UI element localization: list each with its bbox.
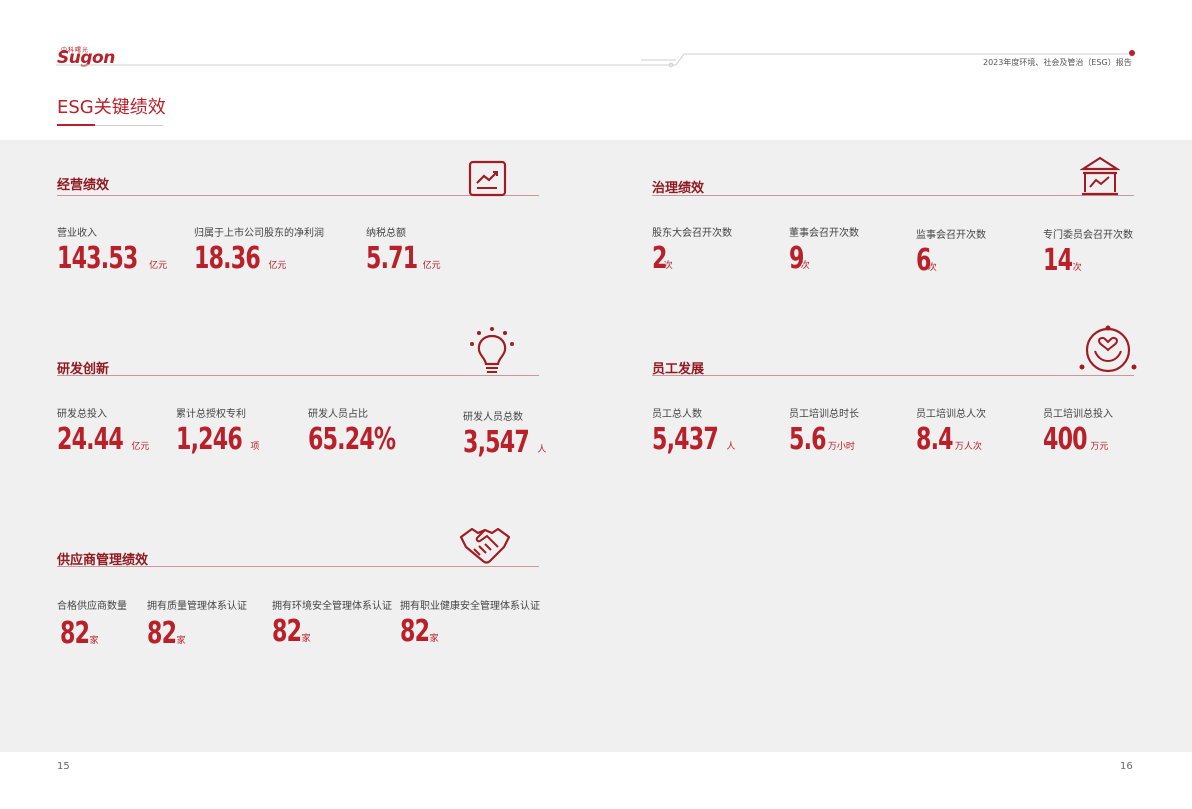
metric-label: 股东大会召开次数	[652, 228, 732, 239]
metric-label: 合格供应商数量	[57, 601, 127, 612]
page-number-right: 16	[1120, 761, 1133, 772]
metric-value: 3,547 人	[463, 425, 547, 460]
metric-environment-certified: 拥有环境安全管理体系认证 82家	[272, 597, 392, 649]
metric-shareholder-meetings: 股东大会召开次数 2次	[652, 224, 732, 276]
trend-chart-icon	[468, 160, 508, 198]
page-title: ESG关键绩效	[57, 97, 166, 118]
metric-label: 员工培训总人次	[916, 409, 986, 420]
metric-total-employees: 员工总人数 5,437 人	[652, 405, 735, 457]
metric-revenue: 营业收入 143.53 亿元	[57, 224, 167, 276]
metric-value: 65.24%	[308, 422, 396, 457]
metric-value: 24.44 亿元	[57, 422, 150, 457]
title-underline	[57, 124, 95, 126]
metric-value: 1,246 项	[176, 422, 260, 457]
metric-value: 5,437 人	[652, 422, 736, 457]
metric-value: 82家	[272, 614, 311, 649]
metric-label: 员工培训总时长	[789, 409, 859, 420]
metric-label: 研发人员总数	[463, 412, 523, 423]
metric-rd-investment: 研发总投入 24.44 亿元	[57, 405, 149, 457]
metric-label: 纳税总额	[366, 228, 406, 239]
metric-value: 14次	[1043, 243, 1082, 278]
metric-value: 5.6 万小时	[789, 422, 855, 457]
metric-label: 营业收入	[57, 228, 97, 239]
logo-subtitle: 中科曙光	[61, 47, 90, 54]
page-number-left: 15	[57, 761, 70, 772]
metric-label: 研发总投入	[57, 409, 107, 420]
metric-value: 82家	[400, 614, 439, 649]
header-rule	[56, 50, 1135, 68]
metric-net-profit: 归属于上市公司股东的净利润 18.36 亿元	[194, 224, 324, 276]
metric-label: 专门委员会召开次数	[1043, 230, 1133, 241]
section-divider	[652, 375, 1134, 376]
title-underline-gray	[95, 124, 163, 126]
metric-value: 82家	[147, 616, 186, 651]
content-panel	[0, 140, 1192, 752]
metric-label: 员工总人数	[652, 409, 702, 420]
metric-training-participants: 员工培训总人次 8.4 万人次	[916, 405, 986, 457]
metric-rd-ratio: 研发人员占比 65.24%	[308, 405, 408, 457]
metric-board-meetings: 董事会召开次数 9次	[789, 224, 859, 276]
metric-label: 拥有职业健康安全管理体系认证	[400, 601, 540, 612]
metric-label: 累计总授权专利	[176, 409, 246, 420]
metric-training-hours: 员工培训总时长 5.6 万小时	[789, 405, 859, 457]
metric-label: 监事会召开次数	[916, 230, 986, 241]
report-title: 2023年度环境、社会及管治（ESG）报告	[983, 58, 1132, 67]
metric-value: 400 万元	[1043, 422, 1109, 457]
section-title-operations: 经营绩效	[57, 178, 110, 193]
section-title-supply: 供应商管理绩效	[57, 553, 149, 568]
section-divider	[57, 375, 539, 376]
metric-quality-certified: 拥有质量管理体系认证 82家	[147, 597, 247, 651]
section-title-governance: 治理绩效	[652, 181, 705, 196]
metric-health-safety-certified: 拥有职业健康安全管理体系认证 82家	[400, 597, 540, 649]
metric-qualified-suppliers: 合格供应商数量 82家	[57, 597, 127, 651]
metric-committee-meetings: 专门委员会召开次数 14次	[1043, 226, 1133, 278]
metric-label: 研发人员占比	[308, 409, 368, 420]
section-title-innovation: 研发创新	[57, 362, 110, 377]
metric-training-investment: 员工培训总投入 400 万元	[1043, 405, 1113, 457]
building-chart-icon	[1080, 155, 1120, 197]
metric-value: 6次	[916, 243, 937, 278]
lightbulb-icon	[468, 326, 516, 376]
metric-value: 5.71 亿元	[366, 241, 441, 276]
section-divider	[57, 195, 539, 196]
metric-label: 归属于上市公司股东的净利润	[194, 228, 324, 239]
metric-rd-staff: 研发人员总数 3,547 人	[463, 408, 546, 460]
metric-label: 员工培训总投入	[1043, 409, 1113, 420]
metric-label: 拥有质量管理体系认证	[147, 601, 247, 612]
metric-value: 143.53 亿元	[57, 241, 168, 276]
metric-label: 拥有环境安全管理体系认证	[272, 601, 392, 612]
metric-value: 8.4 万人次	[916, 422, 982, 457]
heart-hands-icon	[1078, 324, 1138, 376]
section-title-employees: 员工发展	[652, 362, 705, 377]
handshake-icon	[458, 525, 512, 569]
metric-value: 18.36 亿元	[194, 241, 287, 276]
metric-supervisory-meetings: 监事会召开次数 6次	[916, 226, 986, 278]
metric-tax: 纳税总额 5.71 亿元	[366, 224, 441, 276]
logo-wordmark: Sugon	[57, 48, 115, 68]
metric-patents: 累计总授权专利 1,246 项	[176, 405, 259, 457]
metric-value: 82家	[60, 616, 99, 651]
metric-value: 2次	[652, 241, 673, 276]
metric-label: 董事会召开次数	[789, 228, 859, 239]
metric-value: 9次	[789, 241, 810, 276]
section-divider	[652, 195, 1134, 196]
section-divider	[57, 566, 539, 567]
